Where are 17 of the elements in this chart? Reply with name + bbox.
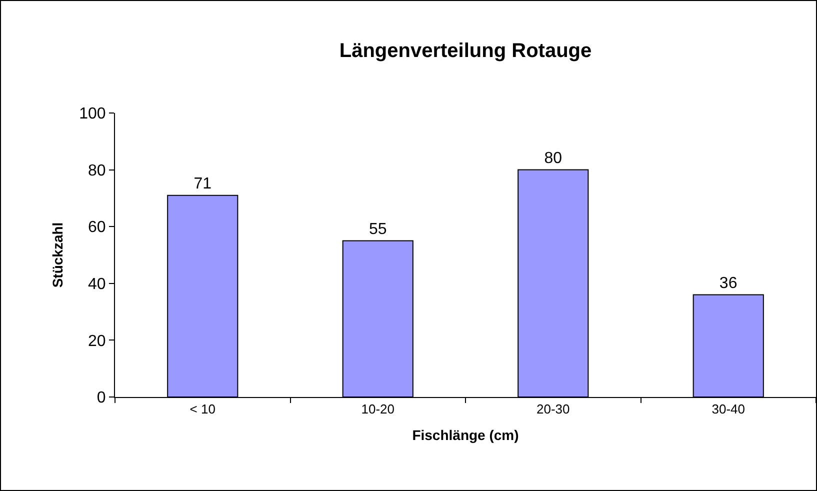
chart-title: Längenverteilung Rotauge	[339, 40, 592, 62]
y-tick-label: 40	[88, 276, 106, 293]
x-tick-label: 10-20	[361, 402, 395, 417]
y-tick-label: 80	[88, 162, 106, 180]
y-tick-label: 100	[79, 106, 106, 123]
x-tick-label: 20-30	[536, 402, 570, 417]
data-label: 80	[544, 150, 562, 167]
x-tick-label: < 10	[190, 402, 216, 417]
y-tick-label: 60	[88, 219, 106, 236]
data-label: 55	[368, 220, 387, 238]
data-label: 71	[194, 175, 212, 192]
x-axis-title: Fischlänge (cm)	[412, 426, 519, 443]
x-tick-label: 30-40	[712, 402, 746, 417]
data-label: 36	[719, 274, 738, 292]
y-tick-label: 20	[88, 332, 106, 350]
y-tick-label: 0	[96, 390, 106, 407]
y-axis-title: Stückzahl	[50, 222, 66, 288]
